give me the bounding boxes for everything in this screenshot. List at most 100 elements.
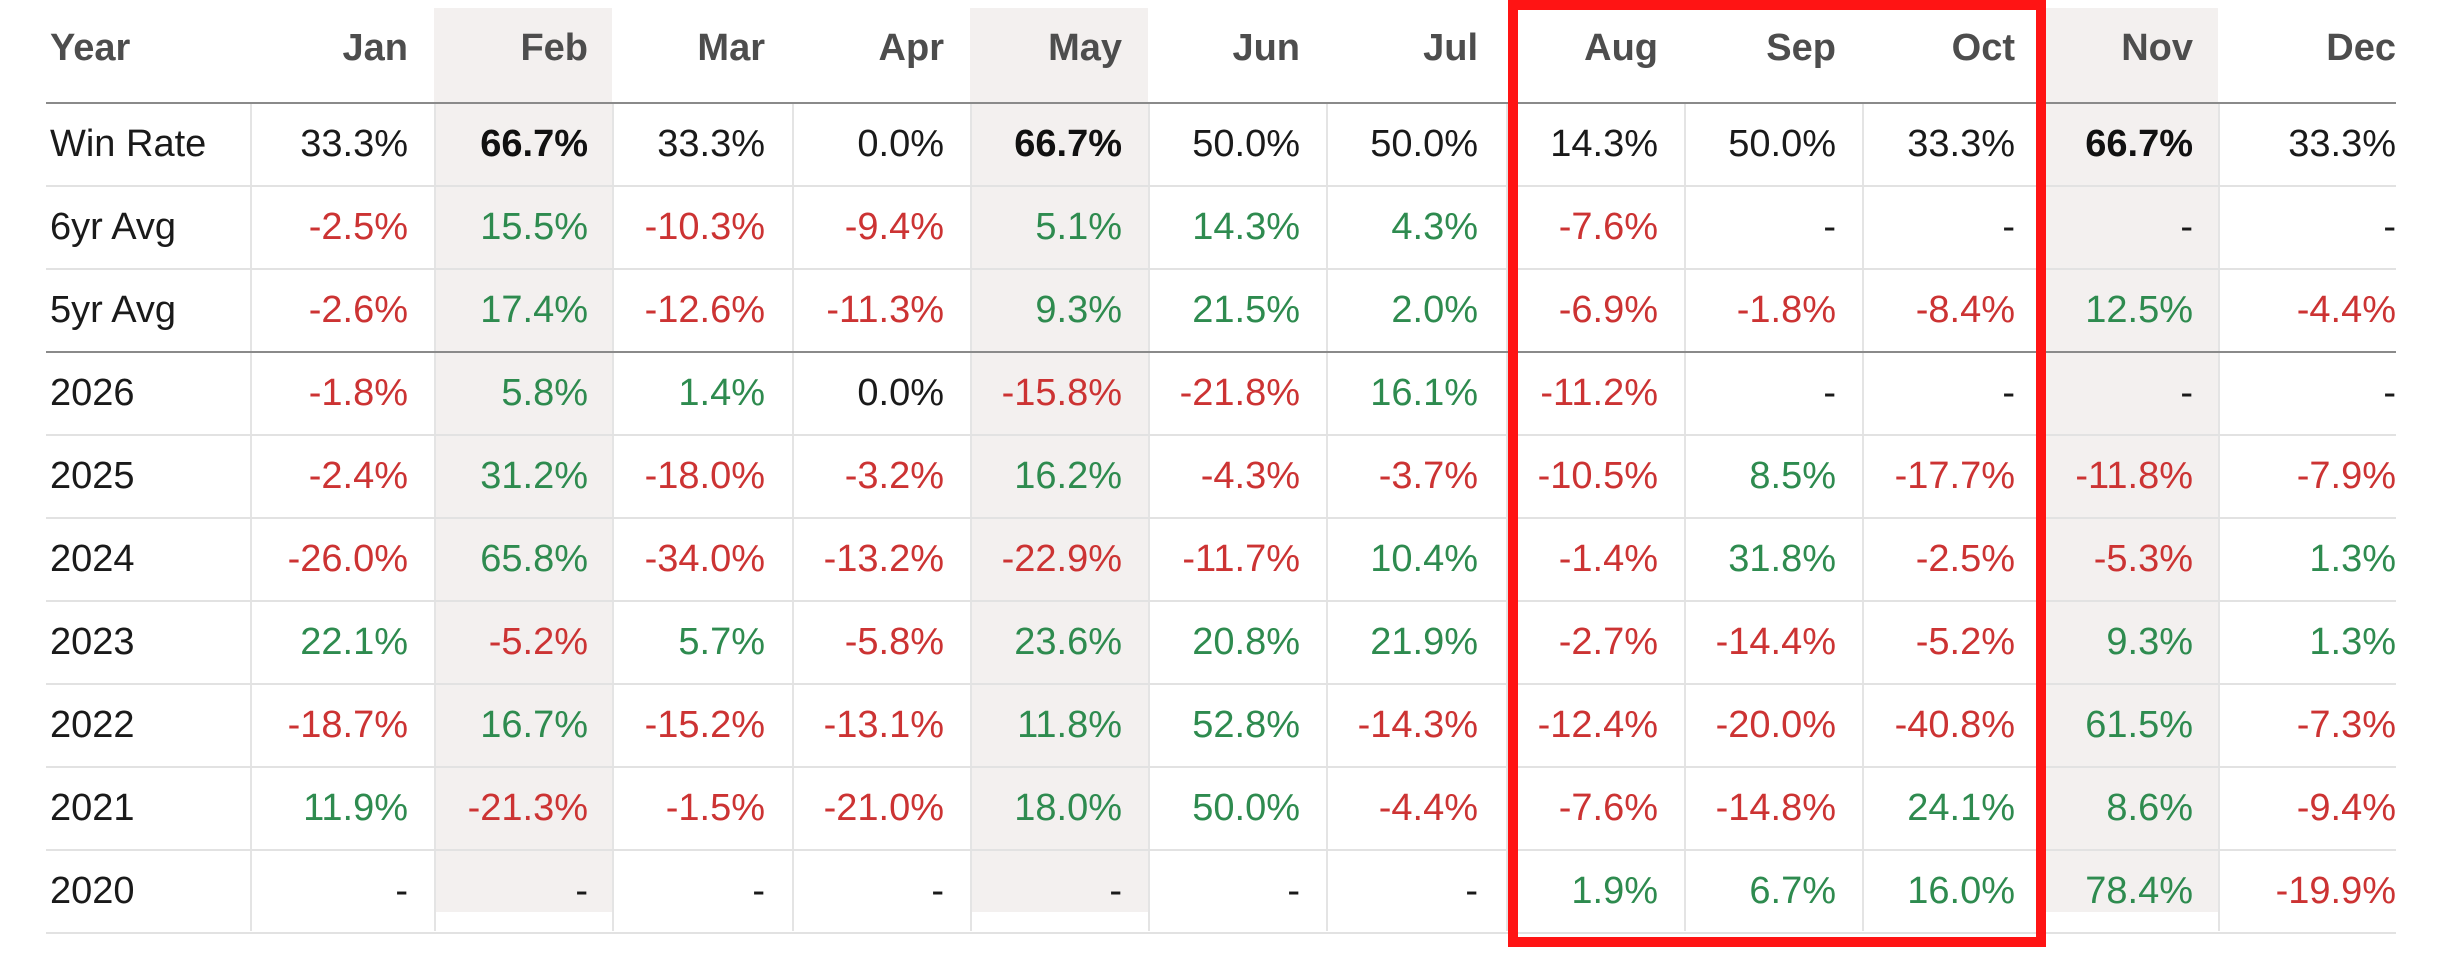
row-divider	[46, 351, 2396, 353]
value-cell-sep: 8.5%	[1749, 455, 1836, 497]
row-divider	[46, 185, 2396, 187]
row-label: 2022	[50, 704, 135, 746]
value-cell-feb: -21.3%	[467, 787, 588, 829]
value-cell-may: -22.9%	[1001, 538, 1122, 580]
value-cell-mar: -34.0%	[644, 538, 765, 580]
value-cell-dec: 1.3%	[2309, 621, 2396, 663]
value-cell-sep: 31.8%	[1728, 538, 1836, 580]
value-cell-jan: 33.3%	[300, 123, 408, 165]
highlight-column-may	[970, 8, 1148, 912]
value-cell-apr: -21.0%	[823, 787, 944, 829]
value-cell-jan: 11.9%	[303, 787, 408, 829]
value-cell-jul: 21.9%	[1370, 621, 1478, 663]
value-cell-jul: 4.3%	[1391, 206, 1478, 248]
value-cell-apr: -	[931, 870, 944, 912]
value-cell-feb: 16.7%	[480, 704, 588, 746]
value-cell-feb: -	[575, 870, 588, 912]
value-cell-apr: -13.2%	[823, 538, 944, 580]
value-cell-jan: -1.8%	[308, 372, 408, 414]
value-cell-feb: 65.8%	[480, 538, 588, 580]
row-label: 2021	[50, 787, 135, 829]
value-cell-dec: -7.9%	[2296, 455, 2396, 497]
value-cell-jul: 50.0%	[1370, 123, 1478, 165]
value-cell-sep: 50.0%	[1728, 123, 1836, 165]
value-cell-dec: -19.9%	[2275, 870, 2396, 912]
value-cell-may: 5.1%	[1035, 206, 1122, 248]
value-cell-aug: -11.2%	[1540, 372, 1658, 414]
row-divider	[46, 600, 2396, 602]
value-cell-sep: -	[1823, 206, 1836, 248]
value-cell-dec: -7.3%	[2296, 704, 2396, 746]
value-cell-jun: -	[1287, 870, 1300, 912]
row-label: Win Rate	[50, 123, 207, 165]
value-cell-feb: 17.4%	[480, 289, 588, 331]
value-cell-mar: -15.2%	[644, 704, 765, 746]
value-cell-nov: -	[2180, 372, 2193, 414]
value-cell-feb: -5.2%	[488, 621, 588, 663]
value-cell-dec: -4.4%	[2296, 289, 2396, 331]
value-cell-dec: 1.3%	[2309, 538, 2396, 580]
value-cell-may: 18.0%	[1014, 787, 1122, 829]
row-divider	[46, 683, 2396, 685]
value-cell-may: 66.7%	[1014, 123, 1122, 165]
header-dec: Dec	[2326, 27, 2396, 69]
value-cell-feb: 31.2%	[480, 455, 588, 497]
value-cell-may: 23.6%	[1014, 621, 1122, 663]
header-sep: Sep	[1766, 27, 1836, 69]
value-cell-jun: 21.5%	[1192, 289, 1300, 331]
row-divider	[46, 517, 2396, 519]
header-jun: Jun	[1232, 27, 1300, 69]
value-cell-oct: 16.0%	[1907, 870, 2015, 912]
value-cell-mar: 5.7%	[678, 621, 765, 663]
value-cell-jul: 10.4%	[1370, 538, 1478, 580]
value-cell-oct: -	[2002, 372, 2015, 414]
value-cell-jan: -	[395, 870, 408, 912]
value-cell-oct: -	[2002, 206, 2015, 248]
value-cell-jun: 14.3%	[1192, 206, 1300, 248]
value-cell-mar: -10.3%	[644, 206, 765, 248]
value-cell-nov: 9.3%	[2106, 621, 2193, 663]
value-cell-apr: -3.2%	[844, 455, 944, 497]
value-cell-apr: -11.3%	[826, 289, 944, 331]
row-label: 2026	[50, 372, 135, 414]
highlight-column-nov	[2044, 8, 2218, 912]
value-cell-may: 11.8%	[1017, 704, 1122, 746]
value-cell-aug: -1.4%	[1558, 538, 1658, 580]
header-aug: Aug	[1584, 27, 1658, 69]
value-cell-dec: -9.4%	[2296, 787, 2396, 829]
value-cell-may: 16.2%	[1014, 455, 1122, 497]
annotation-box	[1508, 0, 2046, 947]
value-cell-feb: 15.5%	[480, 206, 588, 248]
value-cell-jun: 20.8%	[1192, 621, 1300, 663]
value-cell-feb: 66.7%	[480, 123, 588, 165]
value-cell-jun: 50.0%	[1192, 787, 1300, 829]
row-divider	[46, 102, 2396, 104]
value-cell-jan: 22.1%	[300, 621, 408, 663]
value-cell-apr: -13.1%	[823, 704, 944, 746]
row-label: 2024	[50, 538, 135, 580]
value-cell-aug: 14.3%	[1550, 123, 1658, 165]
row-divider	[46, 766, 2396, 768]
value-cell-jun: -11.7%	[1182, 538, 1300, 580]
value-cell-sep: 6.7%	[1749, 870, 1836, 912]
row-label: 2025	[50, 455, 135, 497]
value-cell-may: 9.3%	[1035, 289, 1122, 331]
value-cell-jun: -4.3%	[1200, 455, 1300, 497]
value-cell-dec: -	[2383, 372, 2396, 414]
value-cell-mar: -1.5%	[665, 787, 765, 829]
value-cell-sep: -1.8%	[1736, 289, 1836, 331]
value-cell-aug: -10.5%	[1537, 455, 1658, 497]
value-cell-aug: -7.6%	[1558, 206, 1658, 248]
value-cell-aug: -7.6%	[1558, 787, 1658, 829]
value-cell-mar: -18.0%	[644, 455, 765, 497]
value-cell-dec: 33.3%	[2288, 123, 2396, 165]
value-cell-oct: 24.1%	[1907, 787, 2015, 829]
value-cell-jan: -2.6%	[308, 289, 408, 331]
header-feb: Feb	[520, 27, 588, 69]
value-cell-sep: -14.8%	[1715, 787, 1836, 829]
value-cell-jul: 16.1%	[1370, 372, 1478, 414]
row-divider	[46, 932, 2396, 934]
value-cell-aug: -2.7%	[1558, 621, 1658, 663]
value-cell-jun: 50.0%	[1192, 123, 1300, 165]
